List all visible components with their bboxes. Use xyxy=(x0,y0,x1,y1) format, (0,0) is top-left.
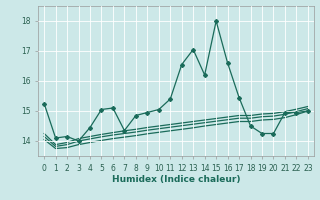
X-axis label: Humidex (Indice chaleur): Humidex (Indice chaleur) xyxy=(112,175,240,184)
